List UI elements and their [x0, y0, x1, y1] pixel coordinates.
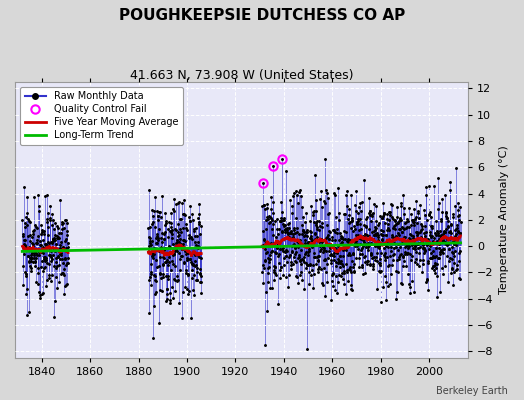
Text: POUGHKEEPSIE DUTCHESS CO AP: POUGHKEEPSIE DUTCHESS CO AP — [119, 8, 405, 23]
Text: Berkeley Earth: Berkeley Earth — [436, 386, 508, 396]
Title: 41.663 N, 73.908 W (United States): 41.663 N, 73.908 W (United States) — [130, 69, 353, 82]
Legend: Raw Monthly Data, Quality Control Fail, Five Year Moving Average, Long-Term Tren: Raw Monthly Data, Quality Control Fail, … — [20, 87, 183, 145]
Y-axis label: Temperature Anomaly (°C): Temperature Anomaly (°C) — [499, 146, 509, 294]
